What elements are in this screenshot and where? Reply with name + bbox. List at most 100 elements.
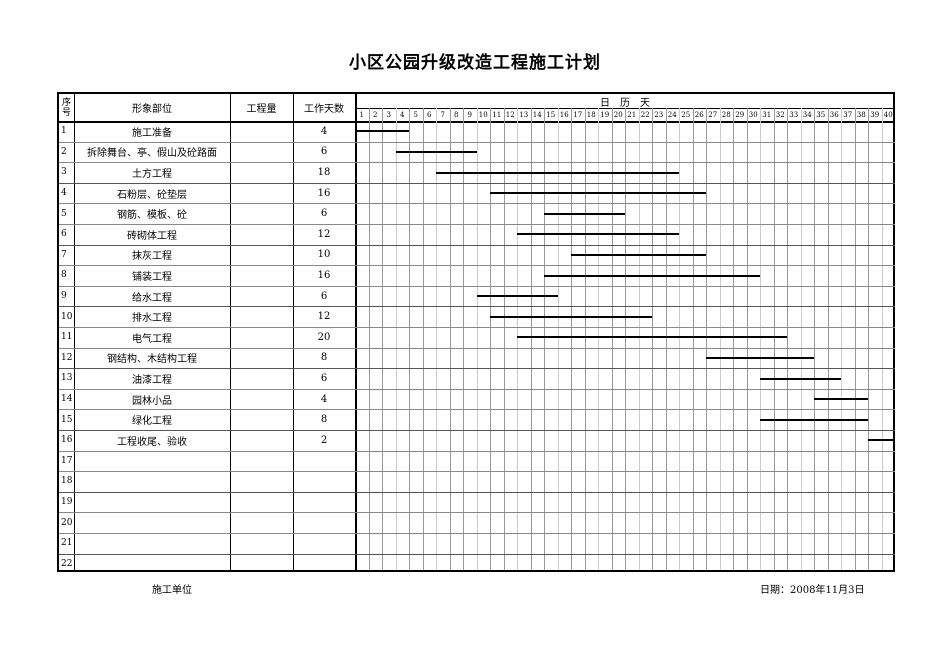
- calendar-day: 15: [546, 110, 556, 119]
- grid-line: [638, 108, 640, 570]
- row-part: [74, 492, 230, 513]
- row-number: 15: [61, 414, 73, 425]
- row-days: 20: [317, 331, 331, 343]
- grid-line: [625, 108, 626, 570]
- calendar-day: 32: [775, 110, 785, 119]
- row-number: 2: [61, 146, 67, 157]
- gantt-table: 序号 形象部位 工程量 工作天数日 历 天 1 2 3 4 5 6 7 8 9 10 11 12 13 14 15 1…: [57, 92, 895, 572]
- row-part: 给水工程: [132, 292, 172, 304]
- grid-line: [827, 108, 829, 570]
- grid-line: [800, 108, 802, 570]
- row-number: 14: [61, 394, 73, 405]
- grid-line: [544, 108, 545, 570]
- row-number: 17: [61, 455, 73, 466]
- row-number: 20: [61, 517, 73, 528]
- calendar-day: 18: [586, 110, 596, 119]
- grid-line: [854, 108, 856, 570]
- row-part: 油漆工程: [132, 374, 172, 386]
- row-part: 施工准备: [132, 127, 172, 139]
- calendar-day: 29: [735, 110, 745, 119]
- row-quantity: [230, 451, 293, 472]
- row-days: [293, 533, 355, 554]
- row-days: 16: [317, 269, 331, 281]
- grid-line: [517, 108, 518, 570]
- row-part: 园林小品: [132, 395, 172, 407]
- calendar-day: 26: [694, 110, 704, 119]
- gantt-bar: [436, 171, 679, 174]
- gantt-bar: [355, 130, 409, 133]
- grid-line: [868, 108, 869, 570]
- calendar-day: 39: [870, 110, 880, 119]
- date-label: 日期：2008年11月3日: [760, 585, 865, 596]
- gantt-bar: [814, 398, 868, 401]
- grid-line: [476, 108, 478, 570]
- grid-line: [814, 108, 815, 570]
- grid-line: [422, 108, 424, 570]
- gantt-bar: [571, 253, 706, 256]
- row-part: [74, 471, 230, 492]
- gantt-bar: [517, 233, 679, 236]
- row-divider: [59, 265, 895, 267]
- row-part: 钢结构、木结构工程: [107, 354, 197, 366]
- calendar-day: 25: [681, 110, 691, 119]
- row-quantity: [230, 224, 293, 245]
- row-divider: [59, 533, 895, 534]
- row-quantity: [230, 162, 293, 183]
- row-divider: [59, 430, 895, 431]
- row-number: 22: [61, 558, 73, 569]
- grid-line: [706, 108, 707, 570]
- calendar-day: 1: [359, 110, 364, 119]
- row-divider: [59, 306, 895, 308]
- calendar-day: 37: [843, 110, 853, 119]
- row-part: 铺装工程: [132, 271, 172, 283]
- row-number: 8: [61, 270, 67, 281]
- row-part: [74, 512, 230, 533]
- calendar-day: 33: [789, 110, 799, 119]
- grid-line: [530, 108, 532, 570]
- grid-line: [463, 108, 464, 570]
- grid-line: [611, 108, 613, 570]
- row-part: 工程收尾、验收: [117, 436, 187, 448]
- grid-line: [557, 108, 559, 570]
- row-days: 6: [320, 290, 328, 302]
- row-divider: [59, 203, 895, 205]
- gantt-bar: [490, 315, 652, 318]
- row-number: 12: [61, 352, 73, 363]
- row-number: 16: [61, 435, 73, 446]
- calendar-day: 35: [816, 110, 826, 119]
- row-number: 18: [61, 476, 73, 487]
- row-number: 10: [61, 311, 73, 322]
- calendar-day: 24: [667, 110, 677, 119]
- grid-line: [733, 108, 734, 570]
- calendar-day: 36: [829, 110, 839, 119]
- grid-line: [760, 108, 761, 570]
- row-quantity: [230, 121, 293, 142]
- gantt-bar: [476, 295, 558, 298]
- calendar-day: 16: [559, 110, 569, 119]
- calendar-day: 28: [721, 110, 731, 119]
- gantt-bar: [544, 212, 625, 215]
- grid-line: [449, 108, 451, 570]
- row-days: 8: [320, 352, 328, 364]
- row-days: 6: [320, 372, 328, 384]
- row-divider: [59, 224, 895, 225]
- row-number: 6: [61, 229, 67, 240]
- gantt-bar: [517, 336, 787, 339]
- row-part: [74, 554, 230, 575]
- row-part: 砖砌体工程: [127, 230, 177, 242]
- row-days: 10: [317, 249, 331, 261]
- row-number: 21: [61, 538, 73, 549]
- row-divider: [59, 471, 895, 473]
- grid-line: [395, 108, 397, 570]
- calendar-day: 34: [802, 110, 812, 119]
- grid-line: [692, 108, 694, 570]
- grid-line: [368, 108, 370, 570]
- column-divider: [293, 94, 294, 570]
- row-days: 8: [320, 414, 328, 426]
- row-divider: [59, 491, 895, 493]
- calendar-day: 6: [427, 110, 432, 119]
- row-number: 13: [61, 373, 73, 384]
- gantt-bar: [760, 418, 868, 421]
- calendar-day: 17: [573, 110, 583, 119]
- row-days: 6: [320, 208, 328, 220]
